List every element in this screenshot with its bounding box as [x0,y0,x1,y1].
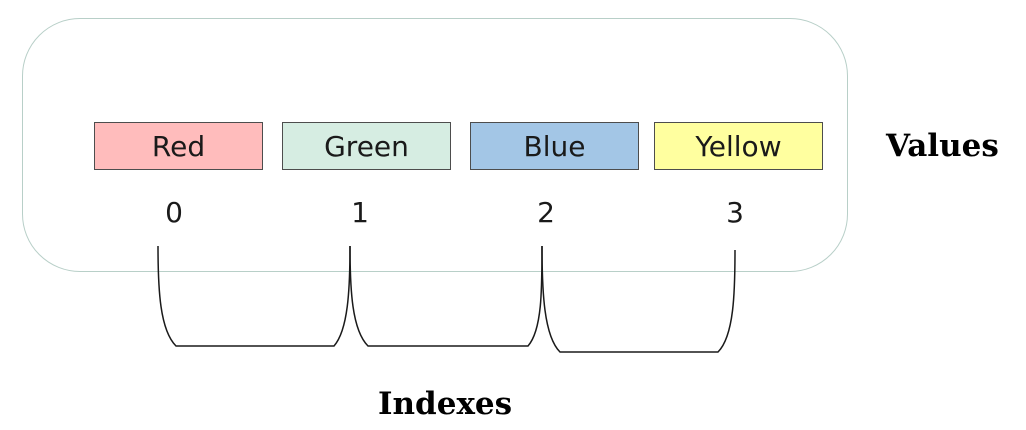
array-cell-3: Yellow [654,122,823,170]
index-label-2: 2 [537,196,555,229]
index-label-1: 1 [351,196,369,229]
indexes-label: Indexes [378,386,513,422]
array-cell-2: Blue [470,122,639,170]
values-label: Values [886,128,999,164]
array-cell-0: Red [94,122,263,170]
index-label-3: 3 [726,196,744,229]
array-cell-1: Green [282,122,451,170]
index-label-0: 0 [165,196,183,229]
